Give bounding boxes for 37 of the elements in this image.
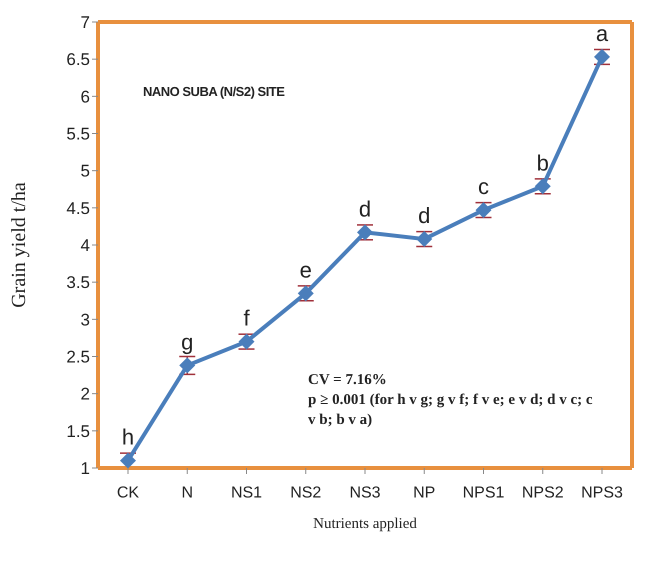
annotation: c xyxy=(478,174,489,200)
y-tick-label: 5.5 xyxy=(66,124,90,144)
annotation: NANO SUBA (N/S2) SITE xyxy=(143,84,284,99)
annotation: d xyxy=(358,196,372,222)
annotation: g xyxy=(181,329,194,354)
y-tick-label: 3 xyxy=(80,310,90,330)
point xyxy=(120,452,136,468)
annotation: a xyxy=(596,20,609,46)
annotation: h xyxy=(122,424,134,450)
x-tick-label: NPS2 xyxy=(522,484,564,502)
x-tick-label: NPS1 xyxy=(462,484,504,502)
y-tick-label: 2 xyxy=(80,384,90,404)
x-tick-label: N xyxy=(181,484,194,502)
annotation: e xyxy=(300,257,312,282)
y-tick-label: 6.5 xyxy=(66,50,90,70)
y-tick-label: 1 xyxy=(80,459,90,478)
annotation: p ≥ 0.001 (for h v g; g v f; f v e; e v d; d v c; c v b; b v a) xyxy=(308,391,593,430)
x-axis-title: Nutrients applied xyxy=(313,516,418,532)
annotation: f xyxy=(243,306,250,331)
y-tick-label: 7 xyxy=(80,13,90,32)
y-tick-label: 6 xyxy=(80,87,90,106)
annotation: b xyxy=(536,150,549,176)
y-tick-label: 5 xyxy=(80,162,90,181)
x-tick-label: NS2 xyxy=(290,484,322,502)
annotation: d xyxy=(418,203,430,228)
x-tick-label: NP xyxy=(413,484,436,502)
x-tick-label: CK xyxy=(116,484,140,502)
x-tick-label: NPS3 xyxy=(581,484,623,502)
annotation: CV = 7.16% xyxy=(308,371,388,390)
x-tick-label: NS1 xyxy=(230,484,262,502)
y-tick-label: 4.5 xyxy=(66,198,90,218)
x-tick-label: NS3 xyxy=(349,484,381,502)
y-tick-label: 3.5 xyxy=(66,273,90,292)
y-tick-label: 2.5 xyxy=(66,348,90,367)
y-tick-label: 4 xyxy=(80,236,90,256)
y-tick-label: 1.5 xyxy=(66,422,90,441)
y-axis-title: Grain yield t/ha xyxy=(8,182,30,308)
